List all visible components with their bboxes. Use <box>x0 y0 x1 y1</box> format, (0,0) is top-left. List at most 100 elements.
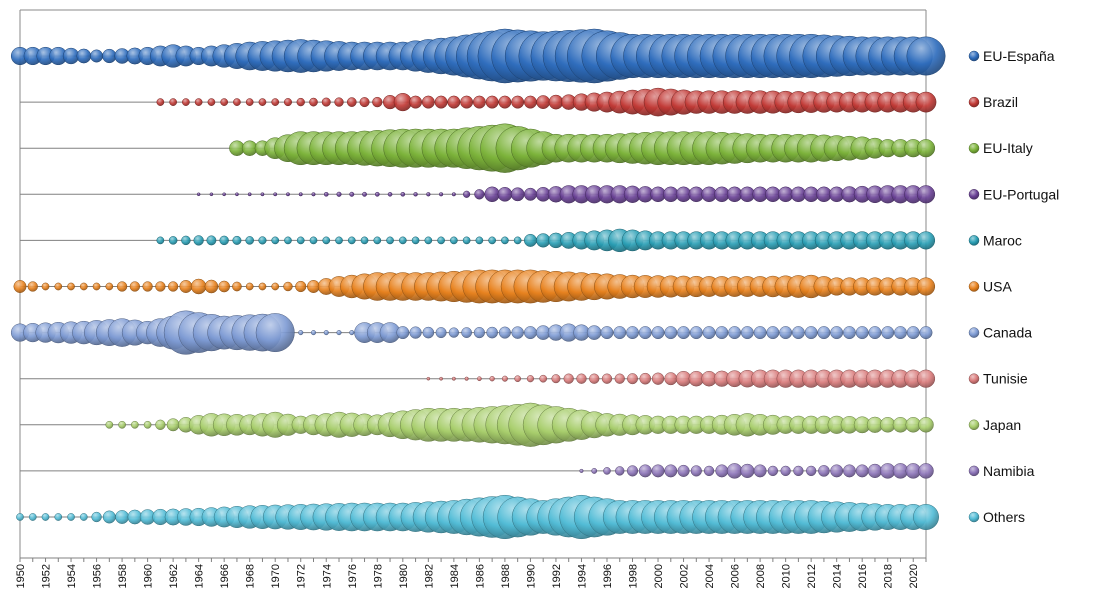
bubble-1999 <box>638 326 652 340</box>
bubble-1984 <box>448 327 460 338</box>
bubble-1957 <box>105 282 114 291</box>
bubble-1954 <box>67 513 75 521</box>
bubble-1984 <box>451 192 456 197</box>
bubble-2021 <box>906 36 946 76</box>
bubble-1956 <box>92 282 101 291</box>
bubble-2019 <box>894 326 907 340</box>
bubble-1956 <box>90 49 104 63</box>
bubble-1968 <box>245 236 254 245</box>
bubble-1958 <box>116 281 128 292</box>
bubble-1983 <box>439 192 444 197</box>
bubble-1979 <box>386 236 394 245</box>
bubble-1953 <box>54 513 63 521</box>
bubble-1981 <box>409 95 423 109</box>
bubble-2021 <box>916 185 936 204</box>
plot-area <box>10 9 946 558</box>
legend-label: Maroc <box>983 232 1022 248</box>
bubble-1989 <box>511 326 524 339</box>
x-tick-label: 1966 <box>219 564 231 588</box>
bubble-1991 <box>536 95 551 109</box>
bubble-2015 <box>842 326 856 340</box>
legend-label: Tunisie <box>983 371 1028 387</box>
legend-label: USA <box>983 279 1012 295</box>
bubble-1975 <box>335 236 343 245</box>
bubble-1965 <box>206 235 217 246</box>
legend-item: EU-Italy <box>968 140 1033 156</box>
bubble-1974 <box>321 97 331 107</box>
x-tick-label: 1986 <box>474 564 486 588</box>
bubble-2011 <box>793 465 804 477</box>
bubble-2016 <box>855 464 869 478</box>
bubble-2010 <box>779 326 793 340</box>
bubble-1980 <box>393 93 412 112</box>
bubble-1972 <box>295 280 307 293</box>
bubble-1972 <box>298 192 303 197</box>
bubble-1995 <box>586 325 602 340</box>
x-tick-label: 1954 <box>66 564 78 588</box>
bubble-1969 <box>260 192 265 197</box>
bubble-1982 <box>422 326 435 339</box>
bubble-1996 <box>603 467 611 475</box>
bubble-1965 <box>207 98 216 106</box>
bubble-1966 <box>222 192 226 197</box>
bubble-1981 <box>409 326 422 339</box>
bubble-2007 <box>740 326 754 340</box>
bubble-2009 <box>766 326 780 340</box>
series-Canada <box>10 310 933 355</box>
x-tick-label: 1994 <box>576 564 588 588</box>
bubble-2013 <box>818 465 830 477</box>
bubble-1987 <box>485 95 499 109</box>
bubble-2021 <box>915 91 937 113</box>
bubble-1997 <box>614 373 625 384</box>
x-tick-label: 2002 <box>679 564 691 588</box>
legend: EU-España Brazil EU-Italy EU-Portugal Maroc U… <box>968 48 1059 525</box>
bubble-1961 <box>156 98 165 106</box>
bubble-1976 <box>349 330 355 336</box>
bubble-1977 <box>359 97 370 108</box>
bubble-1968 <box>247 192 252 197</box>
bubble-1986 <box>477 376 482 382</box>
series-Maroc <box>20 228 936 253</box>
bubble-1966 <box>220 98 229 106</box>
bubble-1978 <box>374 191 380 197</box>
x-tick-label: 1978 <box>372 564 384 588</box>
bubble-1982 <box>424 236 433 245</box>
bubble-1986 <box>473 327 485 339</box>
series-Japan <box>20 402 934 447</box>
bubble-1964 <box>196 192 201 197</box>
bubble-1988 <box>498 95 512 109</box>
bubble-1987 <box>486 326 498 339</box>
bubble-2016 <box>855 326 869 340</box>
bubble-1957 <box>102 48 117 64</box>
x-tick-label: 1976 <box>347 564 359 588</box>
bubble-1990 <box>523 326 537 340</box>
bubble-2005 <box>715 326 729 340</box>
bubble-1962 <box>169 98 177 106</box>
bubble-2004 <box>703 465 715 477</box>
x-tick-label: 1974 <box>321 564 333 588</box>
bubble-1957 <box>102 510 116 524</box>
bubble-1959 <box>130 420 139 429</box>
bubble-1956 <box>91 511 102 523</box>
bubble-1960 <box>143 420 152 429</box>
bubble-1957 <box>105 420 114 429</box>
x-tick-label: 1984 <box>449 564 461 588</box>
bubble-1974 <box>323 192 329 197</box>
legend-label: EU-España <box>983 48 1055 64</box>
bubble-1989 <box>511 95 525 109</box>
bubble-1960 <box>142 281 153 292</box>
bubble-1976 <box>349 191 355 197</box>
bubble-1975 <box>336 191 342 197</box>
bubble-1985 <box>462 236 471 245</box>
legend-marker <box>968 465 980 477</box>
bubble-1961 <box>155 281 166 292</box>
bubble-1967 <box>232 281 242 292</box>
bubble-2001 <box>664 372 678 386</box>
bubble-1977 <box>362 191 367 197</box>
bubble-2002 <box>677 326 690 340</box>
bubble-2001 <box>664 326 678 340</box>
series-Namibia <box>20 463 934 479</box>
x-tick-label: 2010 <box>781 564 793 588</box>
x-tick-label: 1972 <box>296 564 308 588</box>
